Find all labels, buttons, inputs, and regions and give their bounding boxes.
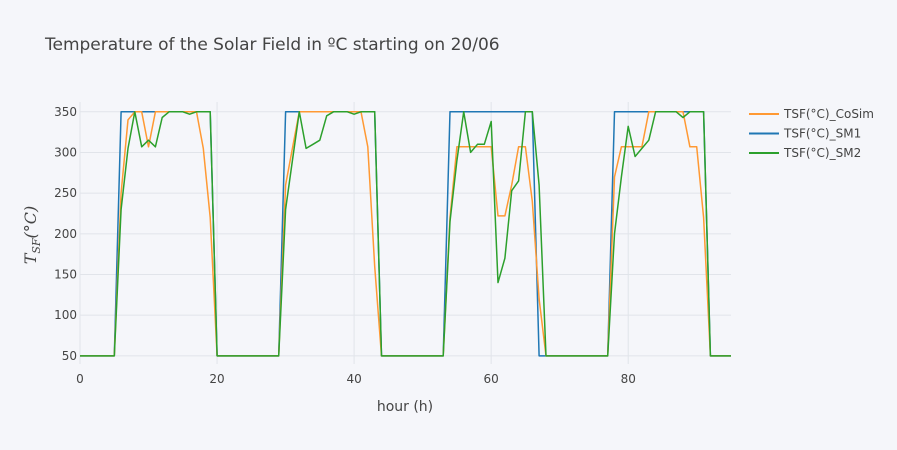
x-tick-label: 80: [621, 372, 636, 386]
y-axis-label-base: T: [21, 252, 40, 264]
x-axis-label: hour (h): [377, 399, 433, 415]
y-tick-label: 50: [62, 349, 77, 363]
legend-label: TSF(°C)_SM2: [783, 146, 861, 160]
chart-title: Temperature of the Solar Field in ºC sta…: [44, 35, 500, 55]
series-line-3: [80, 111, 731, 357]
legend-item-2[interactable]: TSF(°C)_SM1: [749, 127, 861, 141]
y-axis-label-subscript: SF: [30, 238, 43, 254]
legend[interactable]: TSF(°C)_CoSim TSF(°C)_SM1 TSF(°C)_SM2: [749, 107, 874, 160]
series-layer: [80, 111, 731, 357]
x-tick-label: 0: [76, 372, 84, 386]
legend-item-1[interactable]: TSF(°C)_CoSim: [749, 107, 874, 121]
x-tick-label: 60: [484, 372, 499, 386]
y-tick-label: 100: [54, 308, 77, 322]
legend-label: TSF(°C)_CoSim: [783, 107, 874, 121]
y-tick-label: 200: [54, 227, 77, 241]
y-axis-ticks: 50 100 150 200 250 300 350: [54, 105, 77, 363]
y-tick-label: 300: [54, 145, 77, 159]
legend-item-3[interactable]: TSF(°C)_SM2: [749, 146, 861, 160]
legend-label: TSF(°C)_SM1: [783, 127, 861, 141]
y-tick-label: 350: [54, 105, 77, 119]
x-axis-ticks: 0 20 40 60 80: [76, 372, 636, 386]
x-tick-label: 40: [346, 372, 361, 386]
y-tick-label: 150: [54, 267, 77, 281]
y-axis-label: TSF(°C): [21, 206, 43, 265]
y-tick-label: 250: [54, 186, 77, 200]
x-tick-label: 20: [209, 372, 224, 386]
y-axis-label-unit: (°C): [21, 206, 40, 239]
